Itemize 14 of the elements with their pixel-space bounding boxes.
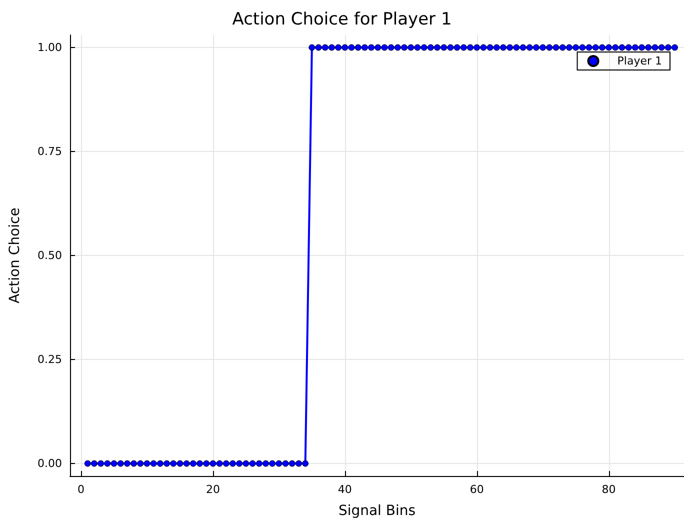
y-tick-label: 0.50 bbox=[38, 249, 62, 262]
y-tick-label: 0.25 bbox=[38, 353, 62, 366]
y-axis-title: Action Choice bbox=[7, 208, 23, 304]
x-tick-label: 60 bbox=[470, 483, 484, 496]
y-tick-label: 0.75 bbox=[38, 144, 62, 158]
legend-label: Player 1 bbox=[617, 54, 662, 68]
x-axis-title: Signal Bins bbox=[338, 503, 416, 519]
y-tick-label: 1.00 bbox=[38, 40, 62, 54]
chart-title: Action Choice for Player 1 bbox=[232, 10, 452, 30]
x-tick-label: 40 bbox=[338, 483, 352, 496]
y-tick-label: 0.00 bbox=[38, 457, 62, 470]
x-tick-label: 20 bbox=[206, 483, 220, 496]
x-tick-label: 80 bbox=[602, 483, 616, 496]
x-tick-label: 0 bbox=[78, 483, 85, 496]
